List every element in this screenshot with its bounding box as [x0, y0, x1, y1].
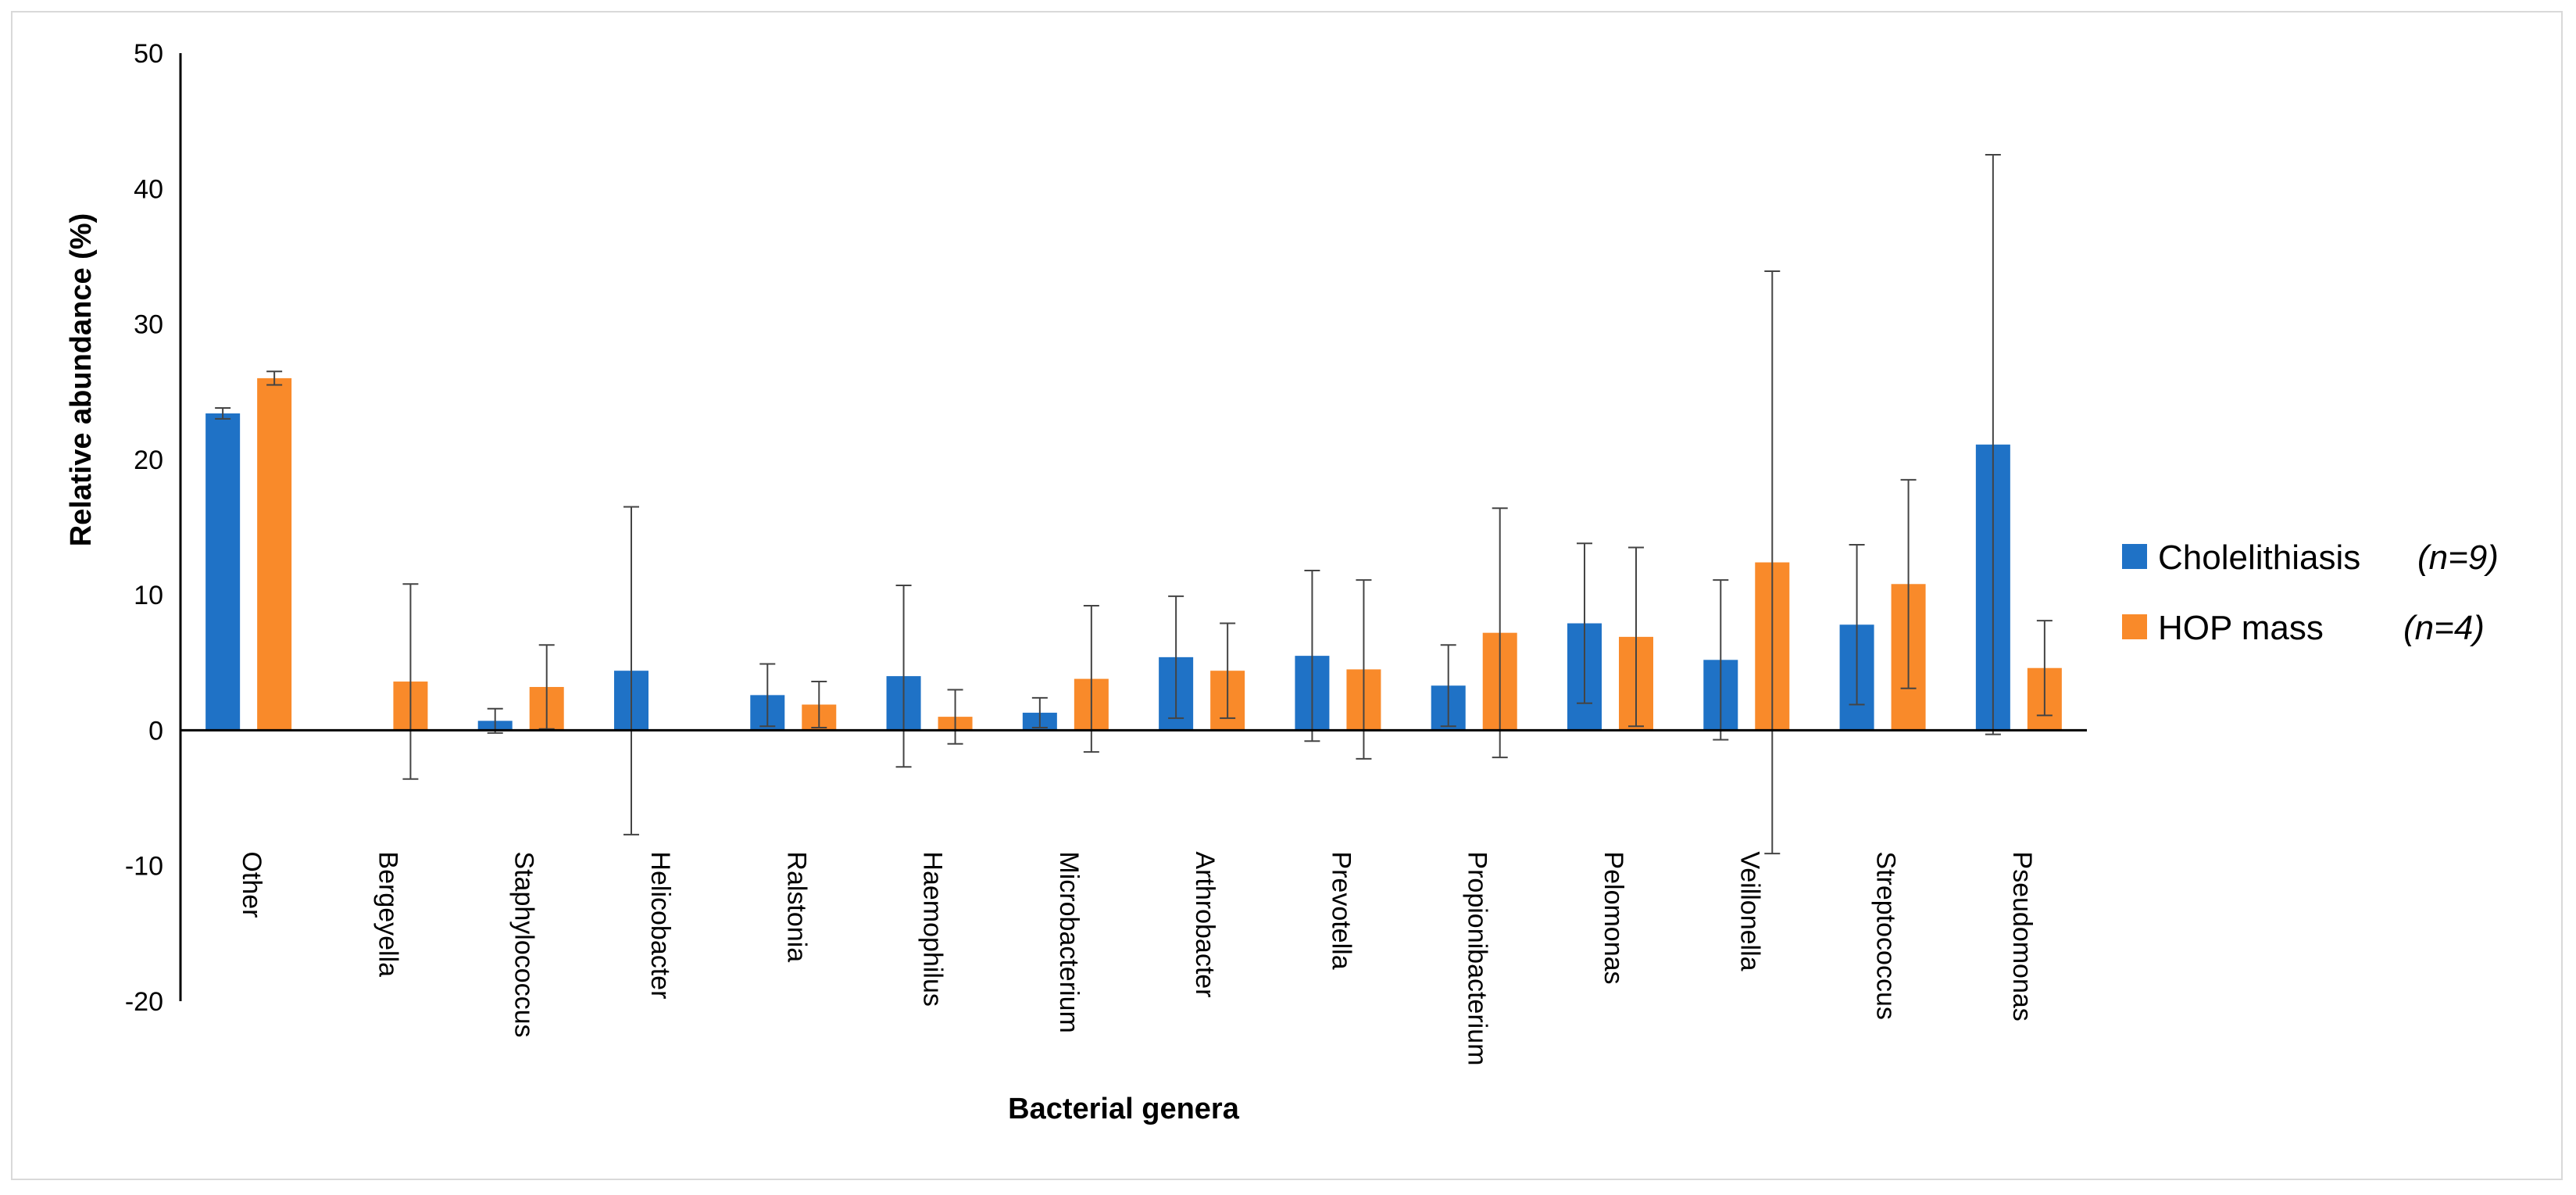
- y-tick-label: -20: [125, 987, 163, 1017]
- x-axis-title: Bacterial genera: [1008, 1093, 1240, 1125]
- y-tick-label: 20: [134, 445, 163, 475]
- x-tick-label: Streptococcus: [1871, 851, 1901, 1019]
- error-bar: [266, 370, 283, 386]
- x-tick-label: Staphylococcus: [509, 851, 539, 1037]
- y-axis-title: Relative abundance (%): [65, 213, 98, 547]
- chart-frame: -20 -10 0 10 20 30 40 50 Other Bergeyella Staphyl…: [11, 11, 2563, 1180]
- bar-chart: -20 -10 0 10 20 30 40 50 Other Bergeyella Staphyl…: [65, 39, 2499, 1125]
- x-tick-label: Arthrobacter: [1190, 851, 1220, 997]
- error-bar: [895, 585, 912, 768]
- legend-swatch-cholelithiasis: [2122, 544, 2147, 569]
- error-bar: [402, 583, 419, 780]
- x-axis-tick-labels: Other Bergeyella Staphylococcus Helicobacte…: [237, 851, 2037, 1065]
- legend-label-cholelithiasis: Cholelithiasis: [2158, 538, 2360, 577]
- error-bar: [1440, 644, 1456, 728]
- x-tick-label: Helicobacter: [645, 851, 675, 999]
- x-tick-label: Veillonella: [1735, 851, 1764, 971]
- error-bar: [811, 681, 827, 728]
- error-bar: [538, 644, 555, 730]
- x-tick-label: Haemophilus: [918, 851, 948, 1006]
- bar-hop-mass-other: [257, 377, 292, 731]
- error-bar: [1083, 605, 1099, 753]
- x-tick-label: Pseudomonas: [2007, 851, 2037, 1021]
- x-tick-label: Other: [237, 851, 266, 918]
- x-tick-label: Bergeyella: [373, 851, 402, 977]
- y-axis-ticks: -20 -10 0 10 20 30 40 50: [125, 39, 163, 1017]
- error-bar: [1220, 622, 1236, 719]
- x-tick-label: Microbacterium: [1054, 851, 1084, 1032]
- error-bar: [947, 689, 963, 745]
- y-tick-label: 40: [134, 174, 163, 204]
- error-bar: [1985, 153, 2001, 735]
- error-bar: [1628, 546, 1644, 728]
- error-bar: [1764, 270, 1781, 855]
- legend-item-cholelithiasis: Cholelithiasis (n=9): [2122, 538, 2499, 577]
- legend-n-cholelithiasis: (n=9): [2417, 538, 2499, 577]
- error-bar: [1492, 507, 1508, 759]
- bar-cholelithiasis-other: [205, 413, 241, 731]
- error-bar: [2036, 620, 2053, 717]
- error-bar: [623, 506, 639, 835]
- x-tick-label: Ralstonia: [781, 851, 811, 962]
- error-bar: [1168, 595, 1184, 719]
- error-bar: [1713, 579, 1729, 741]
- y-tick-label: 30: [134, 310, 163, 340]
- error-bar: [1577, 542, 1592, 704]
- x-tick-label: Propionibacterium: [1463, 851, 1492, 1065]
- error-bar: [1304, 569, 1320, 742]
- x-tick-label: Prevotella: [1326, 851, 1356, 969]
- y-tick-label: -10: [125, 852, 163, 882]
- legend-item-hop-mass: HOP mass (n=4): [2122, 609, 2485, 647]
- x-tick-label: Pelomonas: [1599, 851, 1628, 984]
- y-tick-label: 50: [134, 39, 163, 69]
- legend-swatch-hop-mass: [2122, 614, 2147, 639]
- error-bar: [1849, 544, 1865, 706]
- legend: Cholelithiasis (n=9) HOP mass (n=4): [2122, 538, 2499, 647]
- error-bar: [487, 707, 503, 734]
- error-bar: [759, 663, 776, 728]
- y-tick-label: 0: [148, 716, 163, 746]
- legend-label-hop-mass: HOP mass: [2158, 609, 2324, 647]
- error-bar: [215, 407, 231, 420]
- error-bar: [1356, 579, 1372, 760]
- error-bar: [1900, 478, 1917, 689]
- error-bar: [1031, 696, 1048, 728]
- error-bars: [215, 153, 2053, 855]
- legend-n-hop-mass: (n=4): [2403, 609, 2485, 647]
- bar-series: [205, 377, 2062, 732]
- y-tick-label: 10: [134, 581, 163, 610]
